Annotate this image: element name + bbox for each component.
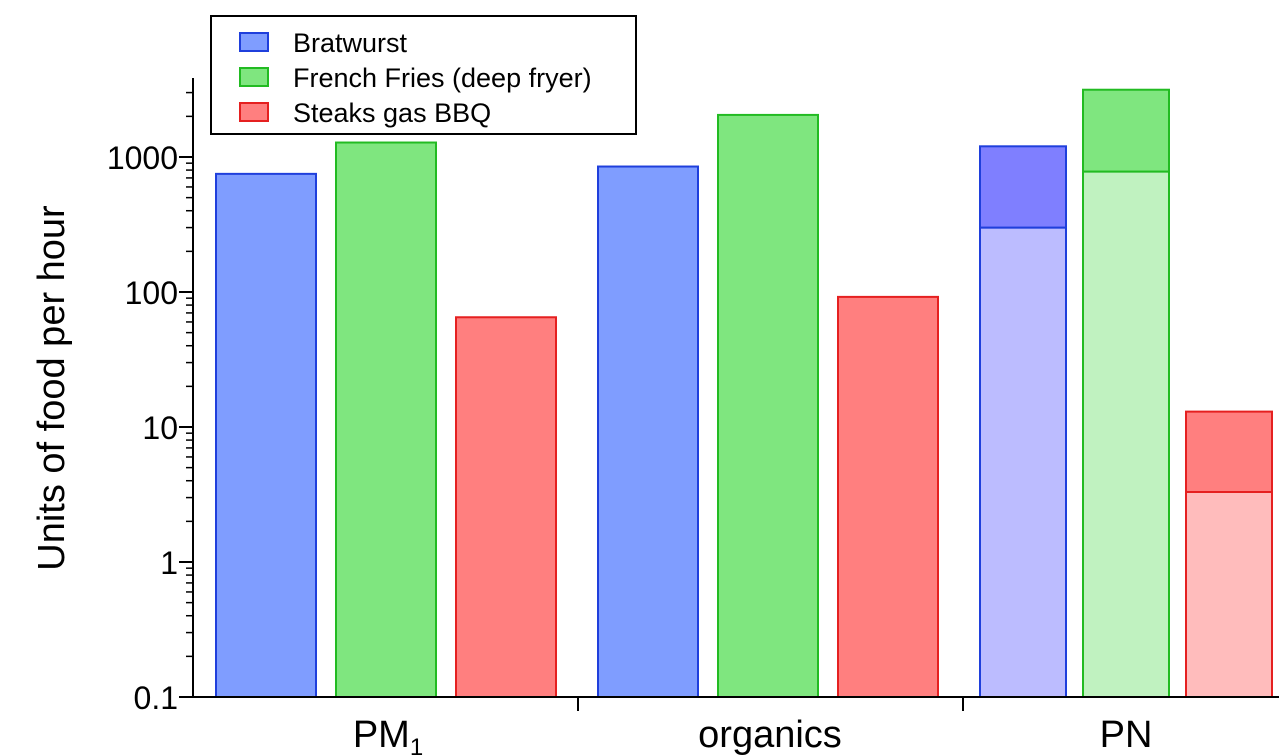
bar	[597, 165, 699, 698]
category-label: PN	[1100, 714, 1153, 755]
y-ticks: 0.1 1 10 100 1000	[107, 91, 193, 716]
legend-label: French Fries (deep fryer)	[293, 63, 592, 93]
category-label: organics	[698, 714, 842, 755]
bars-layer	[215, 88, 1273, 699]
axes-layer	[192, 78, 1279, 698]
bar	[717, 113, 819, 699]
y-tick-label: 1	[160, 545, 178, 581]
bar-lower	[1082, 170, 1170, 699]
bar	[837, 295, 939, 698]
legend-swatch	[239, 32, 269, 52]
x-ticks: PM1 organics PN	[353, 697, 1153, 755]
bar	[215, 172, 317, 699]
legend-box	[210, 15, 637, 135]
legend-swatch	[239, 102, 269, 122]
category-label: PM1	[353, 714, 423, 755]
bar	[335, 141, 437, 698]
y-tick-label: 10	[142, 410, 178, 446]
legend: Bratwurst French Fries (deep fryer) Steaks…	[210, 15, 637, 135]
y-tick-label: 0.1	[134, 680, 178, 716]
bar-upper	[979, 145, 1067, 229]
y-tick-label: 100	[125, 275, 178, 311]
y-tick-label: 1000	[107, 140, 178, 176]
legend-label: Bratwurst	[293, 28, 408, 58]
legend-label: Steaks gas BBQ	[293, 98, 491, 128]
bar-lower	[979, 226, 1067, 698]
bar-upper	[1185, 410, 1273, 494]
bar-lower	[1185, 491, 1273, 698]
bar	[455, 316, 557, 698]
y-axis-label: Units of food per hour	[31, 205, 73, 571]
legend-swatch	[239, 67, 269, 87]
bar-upper	[1082, 88, 1170, 173]
